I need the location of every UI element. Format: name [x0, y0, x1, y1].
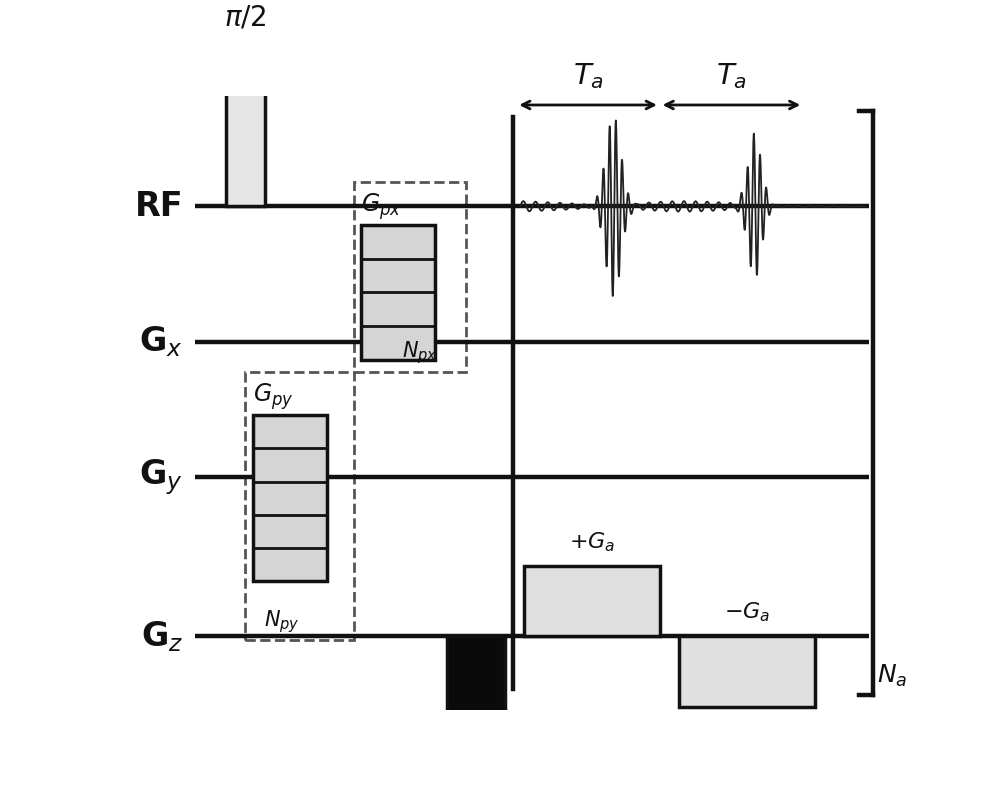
Bar: [354, 182, 466, 373]
Text: G$_x$: G$_x$: [139, 324, 183, 359]
Text: $T_a$: $T_a$: [716, 61, 747, 92]
Text: $N_{px}$: $N_{px}$: [402, 339, 438, 366]
Text: $G_{px}$: $G_{px}$: [361, 191, 402, 222]
Text: $N_a$: $N_a$: [877, 662, 907, 689]
Text: $-G_a$: $-G_a$: [724, 601, 770, 624]
Bar: [253, 415, 326, 581]
Text: G$_y$: G$_y$: [139, 456, 183, 496]
Text: $G_{py}$: $G_{py}$: [253, 381, 294, 413]
Text: $N_{py}$: $N_{py}$: [264, 608, 300, 634]
Text: $T_a$: $T_a$: [573, 61, 604, 92]
Bar: [524, 566, 660, 637]
Bar: [245, 372, 354, 639]
Bar: [226, 46, 264, 207]
Text: RF: RF: [134, 190, 183, 223]
Text: $\pi/2$: $\pi/2$: [224, 3, 266, 31]
Bar: [447, 637, 505, 722]
Bar: [361, 225, 435, 360]
Text: G$_z$: G$_z$: [141, 619, 183, 654]
Bar: [679, 637, 815, 707]
Text: $+G_a$: $+G_a$: [569, 530, 615, 554]
Text: $G_s$: $G_s$: [462, 649, 489, 673]
